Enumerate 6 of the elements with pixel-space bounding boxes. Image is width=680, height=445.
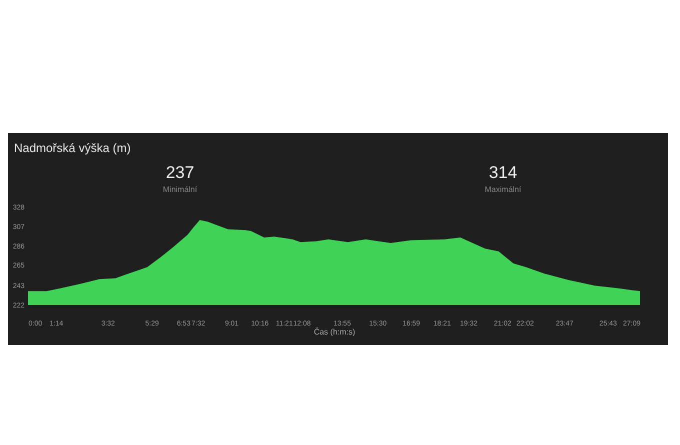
x-axis-title: Čas (h:m:s) (314, 328, 356, 336)
text: Minimální (162, 185, 198, 194)
text: Maximální (484, 185, 522, 194)
text: 237 (164, 163, 196, 183)
text: 314 (488, 163, 518, 183)
chart-title: Nadmořská výška (m) (14, 141, 131, 155)
